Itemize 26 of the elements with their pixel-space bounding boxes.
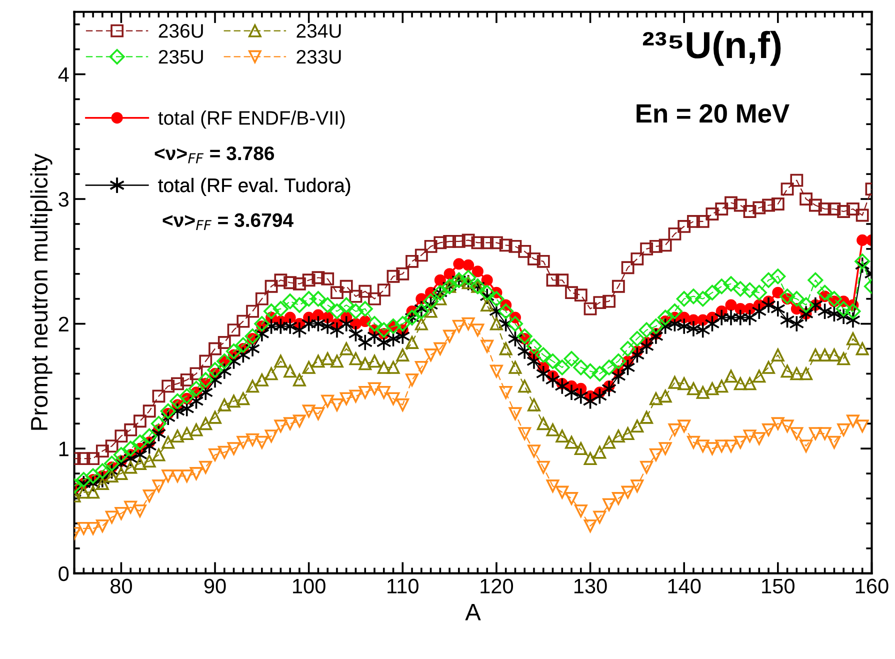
x-tick-label: 150 xyxy=(762,578,794,594)
x-tick-label: 110 xyxy=(388,578,418,594)
legend-label: 233U xyxy=(296,50,341,64)
x-tick-label: 80 xyxy=(110,578,132,594)
annotation: <ν>$_{FF}$ = 3.6794 xyxy=(162,213,294,230)
y-tick-label: 0 xyxy=(58,566,69,582)
x-tick-label: 90 xyxy=(204,578,226,594)
y-tick-label: 1 xyxy=(59,442,68,456)
x-tick-label: 160 xyxy=(856,578,888,594)
x-tick-label: 120 xyxy=(480,578,514,594)
legend-label: total (RF ENDF/B-VII) xyxy=(158,110,345,129)
x-tick-label: 130 xyxy=(574,578,607,594)
annotation: <ν>$_{FF}$ = 3.786 xyxy=(154,146,274,164)
y-tick-label: 3 xyxy=(58,192,69,207)
y-axis-title: Prompt neutron multiplicity xyxy=(30,154,52,430)
text: En = 20 MeV xyxy=(636,104,790,123)
x-tick-label: 100 xyxy=(293,578,326,594)
y-tick-label: 4 xyxy=(58,67,69,82)
legend-label: 235U xyxy=(158,50,203,64)
y-tick-label: 2 xyxy=(58,316,68,332)
legend-label: 234U xyxy=(296,24,341,38)
chart-title: ²³⁵U(n,f) xyxy=(642,30,781,66)
legend-label: 236U xyxy=(158,24,203,38)
x-tick-label: 140 xyxy=(668,578,701,594)
x-axis-title: A xyxy=(465,604,481,620)
legend-label: total (RF eval. Tudora) xyxy=(158,178,350,196)
